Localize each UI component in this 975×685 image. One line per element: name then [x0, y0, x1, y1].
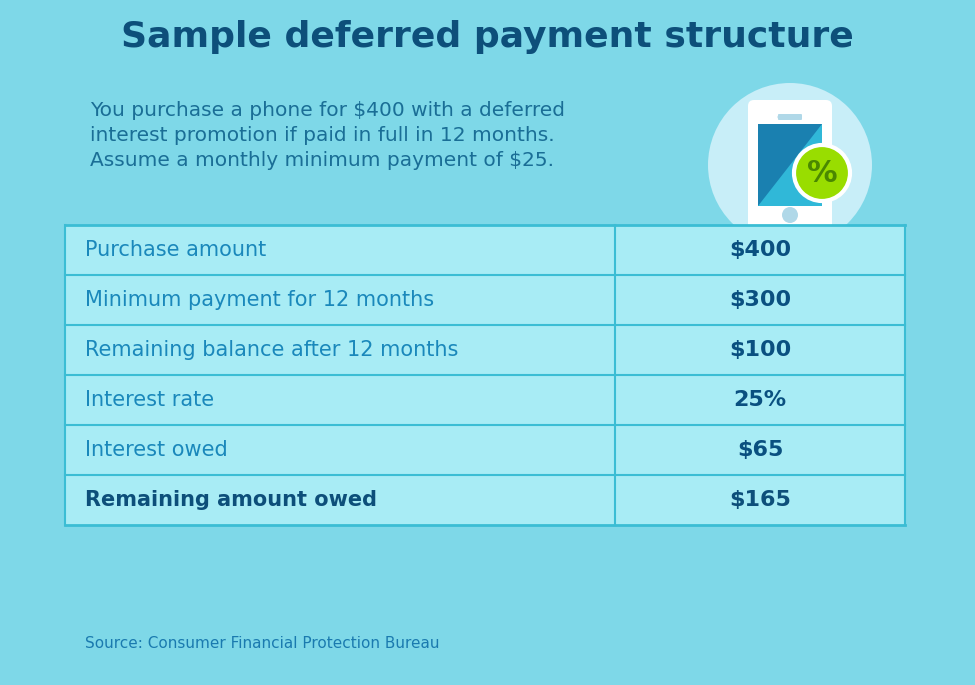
- Text: 25%: 25%: [733, 390, 787, 410]
- FancyBboxPatch shape: [778, 114, 802, 120]
- Bar: [758, 124, 822, 206]
- Text: Purchase amount: Purchase amount: [85, 240, 266, 260]
- Text: You purchase a phone for $400 with a deferred: You purchase a phone for $400 with a def…: [90, 101, 565, 119]
- Bar: [65, 275, 905, 325]
- Circle shape: [782, 207, 798, 223]
- Text: Source: Consumer Financial Protection Bureau: Source: Consumer Financial Protection Bu…: [85, 636, 440, 651]
- Text: Remaining amount owed: Remaining amount owed: [85, 490, 377, 510]
- Text: Interest rate: Interest rate: [85, 390, 214, 410]
- Text: %: %: [806, 158, 838, 188]
- Text: $300: $300: [729, 290, 791, 310]
- FancyBboxPatch shape: [748, 100, 832, 230]
- Text: $65: $65: [737, 440, 783, 460]
- Bar: [65, 225, 905, 275]
- Text: Assume a monthly minimum payment of $25.: Assume a monthly minimum payment of $25.: [90, 151, 554, 169]
- Circle shape: [794, 145, 850, 201]
- Text: $400: $400: [729, 240, 791, 260]
- Text: Interest owed: Interest owed: [85, 440, 228, 460]
- Text: Sample deferred payment structure: Sample deferred payment structure: [121, 20, 853, 54]
- Circle shape: [708, 83, 872, 247]
- Text: interest promotion if paid in full in 12 months.: interest promotion if paid in full in 12…: [90, 125, 555, 145]
- Text: Minimum payment for 12 months: Minimum payment for 12 months: [85, 290, 434, 310]
- Bar: [65, 475, 905, 525]
- Bar: [65, 375, 905, 425]
- Polygon shape: [758, 124, 822, 206]
- Text: Remaining balance after 12 months: Remaining balance after 12 months: [85, 340, 458, 360]
- Text: $100: $100: [729, 340, 791, 360]
- Bar: [65, 425, 905, 475]
- Text: $165: $165: [729, 490, 791, 510]
- Bar: [65, 325, 905, 375]
- Circle shape: [777, 114, 783, 119]
